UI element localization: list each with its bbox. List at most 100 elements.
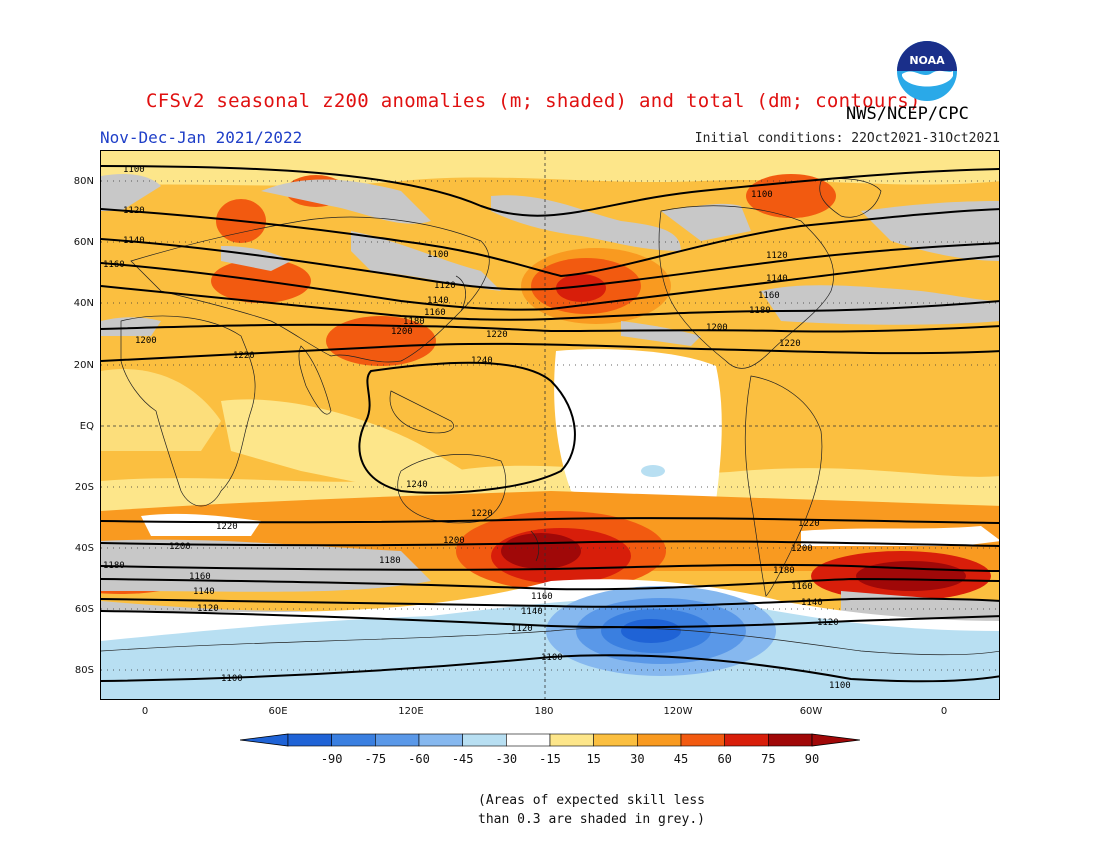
contour-label: 1100 xyxy=(427,250,449,260)
colorbar-tick-label: -75 xyxy=(364,752,386,766)
graticule xyxy=(101,151,999,699)
contour-label: 1140 xyxy=(427,296,449,306)
contour-1120-south xyxy=(101,610,999,629)
contour-1220-north xyxy=(101,342,999,362)
contour-label: 1100 xyxy=(829,681,851,691)
contour-label: 1180 xyxy=(773,566,795,576)
contour-label: 1180 xyxy=(749,306,771,316)
contour-label: 1220 xyxy=(798,519,820,529)
contour-label: 1120 xyxy=(434,281,456,291)
forecast-period: Nov-Dec-Jan 2021/2022 xyxy=(100,128,303,147)
height-contours xyxy=(101,165,999,683)
lon-label: 180 xyxy=(534,706,553,717)
anomaly-neg-antarctic-4 xyxy=(621,619,681,643)
colorbar-tick-label: 15 xyxy=(586,752,600,766)
contour-1240-loop xyxy=(358,361,576,494)
colorbar-cell xyxy=(637,733,682,747)
colorbar-tick-label: 30 xyxy=(630,752,644,766)
contour-label: 1120 xyxy=(511,624,533,634)
contour-1120-north xyxy=(101,208,999,278)
low-skill-north-1 xyxy=(261,179,431,224)
colorbar-tick-label: -90 xyxy=(321,752,343,766)
anomaly-pos-eastasia xyxy=(326,316,436,366)
colorbar-cell xyxy=(418,733,463,747)
noaa-logo: NOAA xyxy=(896,40,958,102)
anomaly-neutral-pacific xyxy=(554,349,722,504)
noaa-logo-text: NOAA xyxy=(909,54,945,67)
colorbar-tick-label: 75 xyxy=(761,752,775,766)
colorbar-cell xyxy=(331,733,376,747)
colorbar-ticks: -90 -75 -60 -45 -30 -15 15 30 45 60 75 90 xyxy=(321,752,819,766)
contour-label: 1240 xyxy=(406,480,428,490)
anomaly-map: 1100 1120 1140 1160 1200 1220 1240 1220 … xyxy=(100,150,1000,700)
low-skill-north-8 xyxy=(621,321,701,346)
colorbar-tick-label: 45 xyxy=(674,752,688,766)
contour-label: 1220 xyxy=(471,509,493,519)
contour-1200-south xyxy=(101,540,999,547)
lat-label: EQ xyxy=(80,421,94,432)
low-skill-south-1 xyxy=(101,539,431,592)
anomaly-pos-sh-pacific-max xyxy=(501,533,581,569)
anomaly-15-30-tropics xyxy=(221,399,481,491)
contour-label: 1200 xyxy=(135,336,157,346)
anomaly-pos-npacific-max xyxy=(556,274,606,302)
contour-1100-north xyxy=(101,165,999,217)
contour-label: 1200 xyxy=(706,323,728,333)
contour-label: 1200 xyxy=(391,327,413,337)
contour-label: 1160 xyxy=(424,308,446,318)
colorbar-tick-label: -15 xyxy=(539,752,561,766)
anomaly-neg-small xyxy=(641,465,665,477)
anomaly-15-30-indian xyxy=(101,369,221,451)
footnote-line-1: (Areas of expected skill less xyxy=(478,793,705,808)
contour-label: 1140 xyxy=(801,598,823,608)
contour-1160-south xyxy=(101,577,999,591)
contour-label: 1180 xyxy=(403,317,425,327)
lat-label: 60N xyxy=(74,237,94,248)
longitude-axis: 0 60E 120E 180 120W 60W 0 xyxy=(142,706,947,717)
contour-label: 1100 xyxy=(751,190,773,200)
low-skill-north-3 xyxy=(491,195,681,251)
contour-label: 1120 xyxy=(766,251,788,261)
colorbar-cell xyxy=(768,733,813,747)
contour-1140-north xyxy=(101,238,999,291)
contour-label: 1140 xyxy=(123,236,145,246)
contour-label: 1200 xyxy=(169,542,191,552)
lon-label: 0 xyxy=(941,706,947,717)
contour-1100-south xyxy=(101,654,999,683)
lon-label: 60E xyxy=(268,706,287,717)
contour-label: 1220 xyxy=(486,330,508,340)
contour-label: 1180 xyxy=(103,561,125,571)
contour-1220-south xyxy=(101,517,999,524)
lat-label: 80S xyxy=(75,665,94,676)
lat-label: 20N xyxy=(74,360,94,371)
low-skill-north-10 xyxy=(101,317,161,336)
contour-1200-north xyxy=(101,323,999,333)
contour-label: 1160 xyxy=(189,572,211,582)
contour-label: 1200 xyxy=(791,544,813,554)
anomaly-pos-sh-atlantic-max xyxy=(856,561,966,591)
colorbar-cells xyxy=(287,733,813,747)
contour-label: 1160 xyxy=(531,592,553,602)
colorbar-cell xyxy=(462,733,507,747)
contour-label: 1220 xyxy=(216,522,238,532)
colorbar-cell xyxy=(593,733,638,747)
lon-label: 0 xyxy=(142,706,148,717)
contour-label: 1180 xyxy=(379,556,401,566)
low-skill-north-5 xyxy=(761,285,999,325)
colorbar-tick-label: 60 xyxy=(717,752,731,766)
colorbar-tick-label: -45 xyxy=(452,752,474,766)
colorbar-cell xyxy=(506,733,551,747)
lat-label: 40N xyxy=(74,298,94,309)
colorbar-arrow-right xyxy=(811,733,860,747)
lat-label: 20S xyxy=(75,482,94,493)
initial-conditions: Initial conditions: 22Oct2021-31Oct2021 xyxy=(694,131,1000,146)
lat-label: 80N xyxy=(74,176,94,187)
contour-label: 1100 xyxy=(221,674,243,684)
contour-1160-north xyxy=(101,255,999,311)
contour-1180-north xyxy=(101,285,999,321)
lon-label: 120E xyxy=(398,706,423,717)
colorbar-tick-label: -30 xyxy=(495,752,517,766)
map-title: CFSv2 seasonal z200 anomalies (m; shaded… xyxy=(146,90,921,112)
contour-1180-south xyxy=(101,563,999,572)
contour-label: 1100 xyxy=(541,653,563,663)
